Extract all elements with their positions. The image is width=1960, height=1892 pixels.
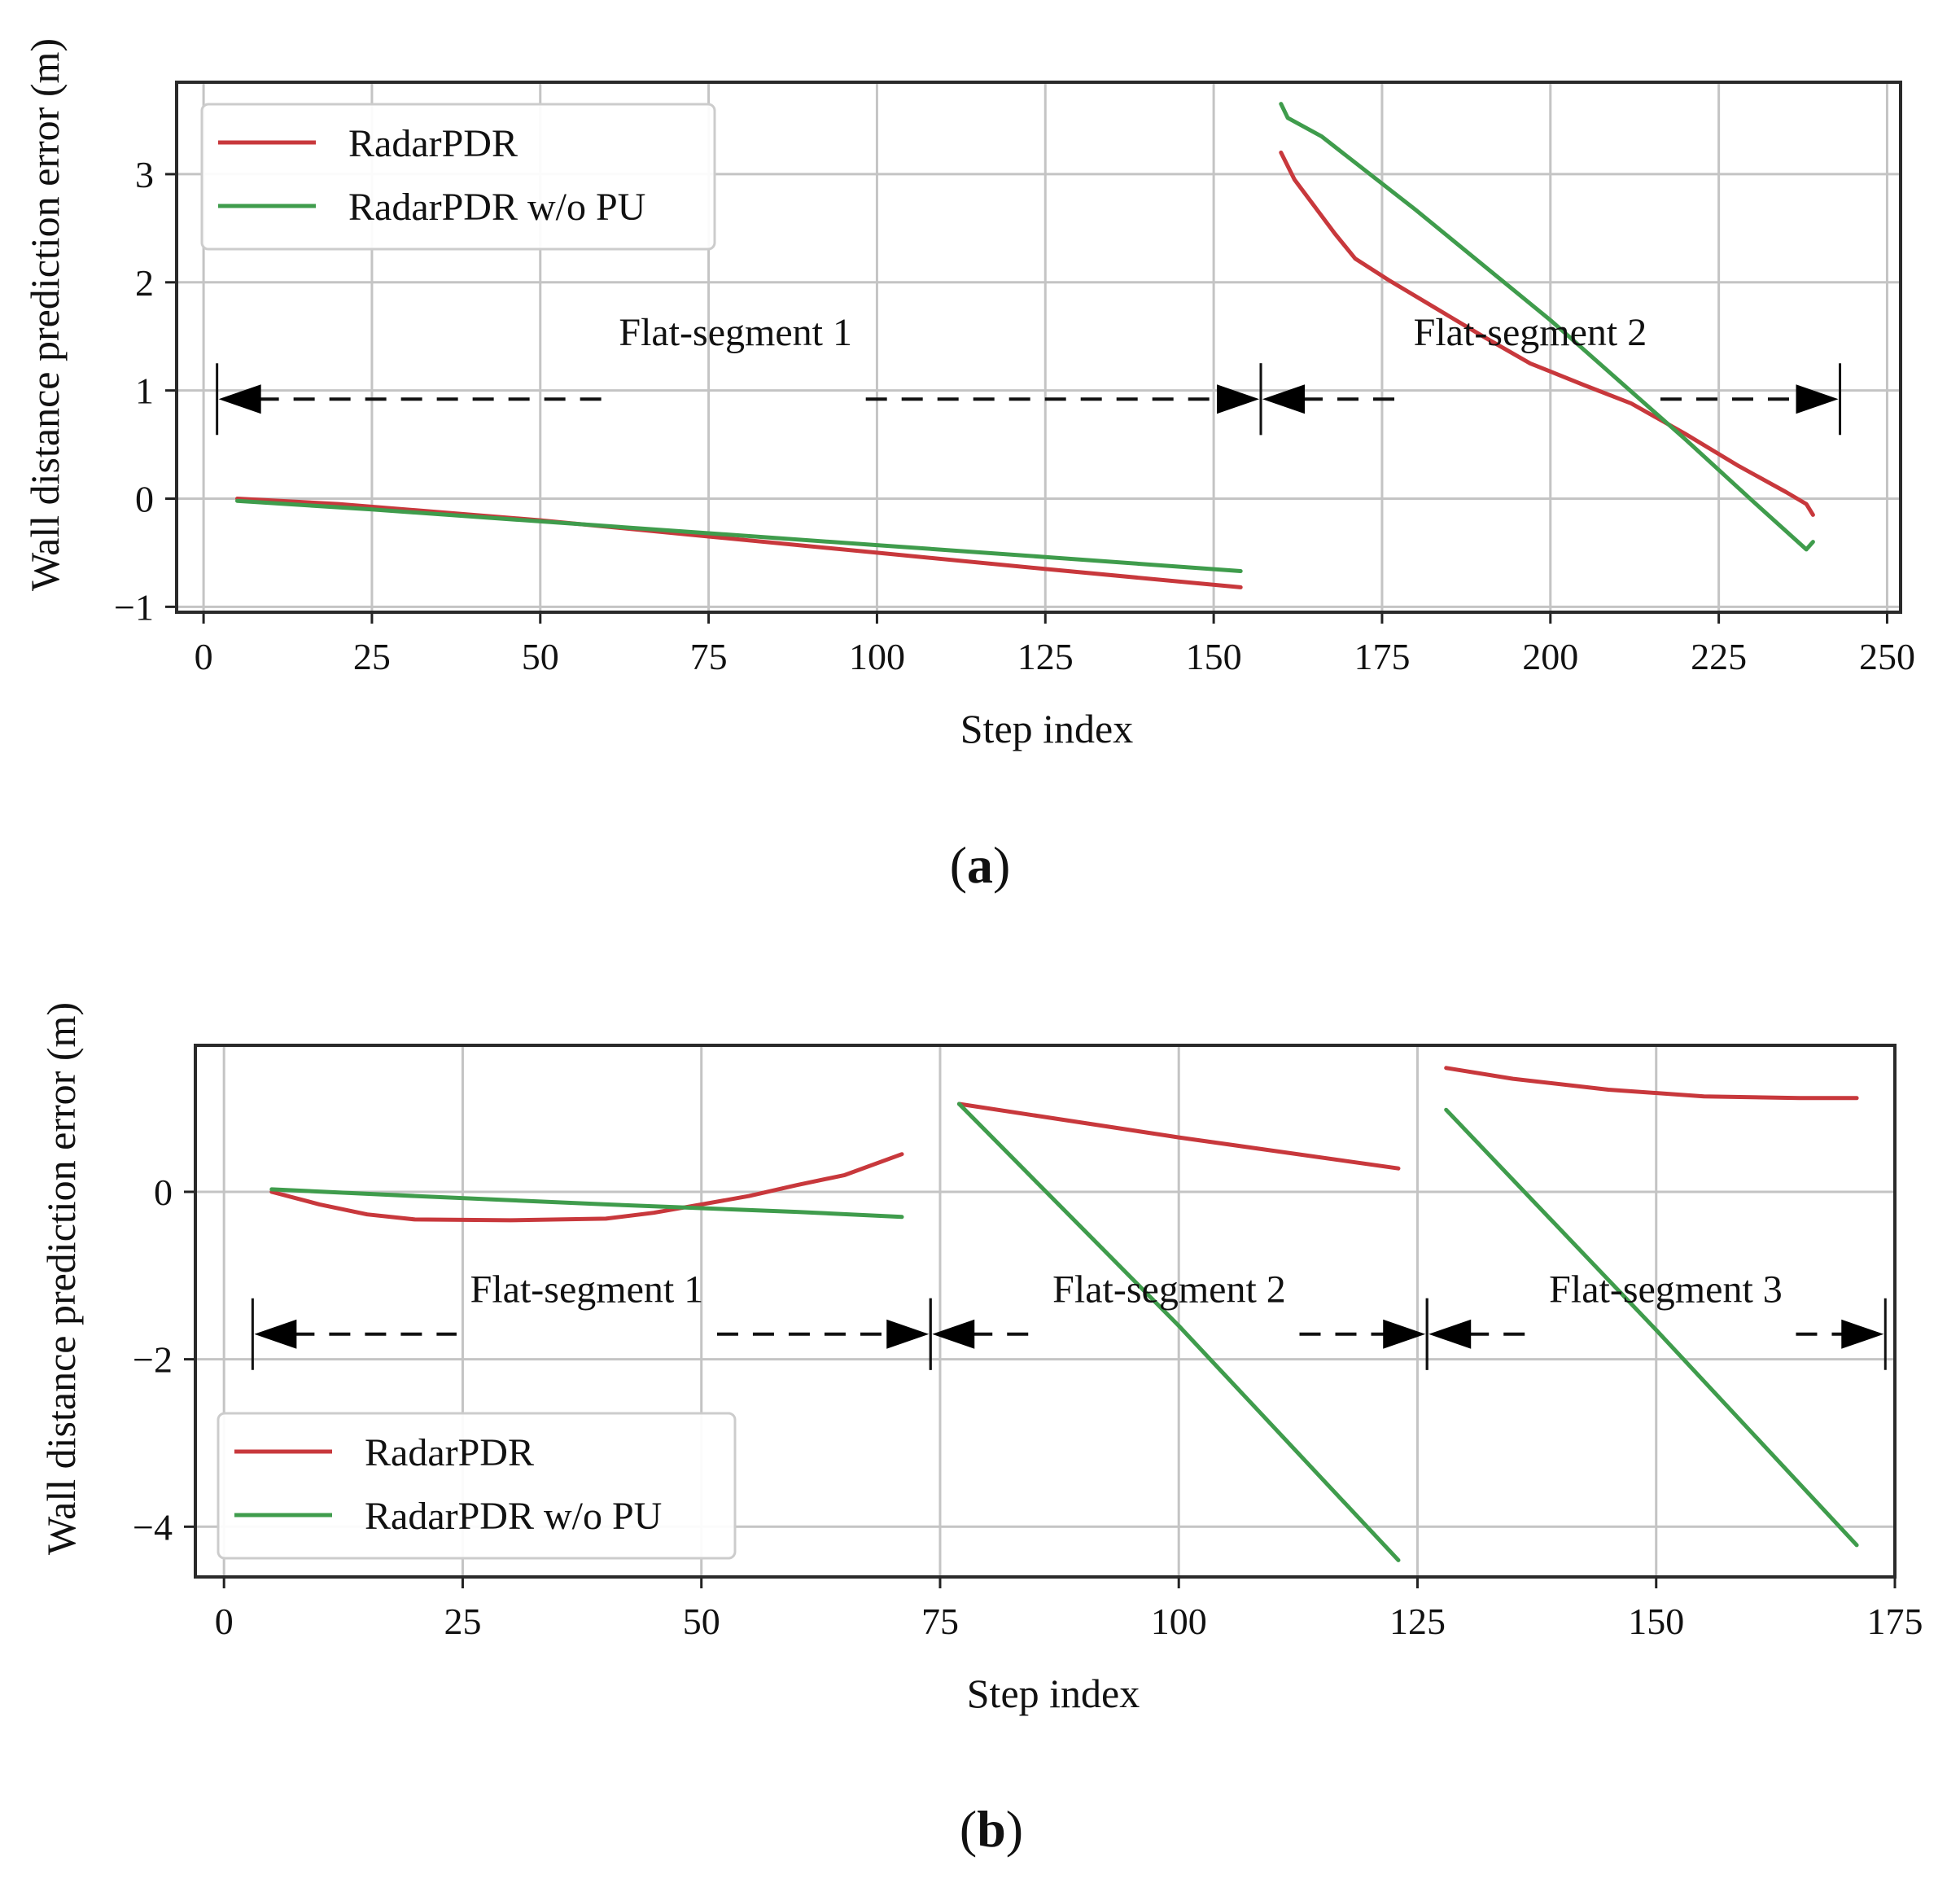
y-tick-label: 3	[135, 154, 154, 195]
x-tick-label: 25	[444, 1601, 481, 1642]
legend-box	[217, 1412, 737, 1560]
x-axis-label: Step index	[960, 706, 1133, 751]
x-tick-label: 175	[1354, 636, 1410, 677]
series-line	[1444, 1107, 1859, 1548]
x-tick-label: 200	[1522, 636, 1578, 677]
legend: RadarPDR RadarPDR w/o PU	[200, 103, 716, 251]
annotation-label: Flat-segment 1	[619, 311, 852, 354]
x-tick-label: 250	[1859, 636, 1915, 677]
legend: RadarPDR RadarPDR w/o PU	[217, 1412, 737, 1560]
y-tick-label: −4	[133, 1506, 173, 1548]
annotation-flat-segment-2: Flat-segment 2	[929, 1268, 1428, 1370]
series-radarpdr	[235, 150, 1815, 589]
caption-b: (b)	[959, 1800, 1024, 1858]
x-tick-label: 25	[353, 636, 391, 677]
annotation-flat-segment-3: Flat-segment 3	[1425, 1268, 1887, 1370]
x-axis-label: Step index	[967, 1671, 1140, 1716]
y-axis-label: Wall distance prediction error (m)	[22, 38, 68, 591]
x-tick-label: 0	[195, 636, 213, 677]
annotation-label: Flat-segment 2	[1052, 1268, 1286, 1312]
chart-b: 0 25 50 75 100 125 150 175 −4 −2 0 Step index Wall d…	[38, 1002, 1923, 1716]
annotation-flat-segment-1: Flat-segment 1	[216, 311, 1262, 436]
annotation-arrow-left	[1428, 1319, 1472, 1349]
y-tick-label: −1	[114, 586, 154, 628]
annotation-arrow-left	[218, 384, 261, 414]
x-tick-label: 50	[683, 1601, 720, 1642]
series-line	[269, 1187, 904, 1220]
y-tick-label: 2	[135, 262, 154, 304]
legend-label: RadarPDR	[348, 122, 518, 165]
series-line	[1444, 1066, 1859, 1101]
caption-a-label: a	[967, 836, 993, 894]
x-tick-label: 75	[690, 636, 728, 677]
x-tick-label: 100	[1151, 1601, 1207, 1642]
series-radarpdr-w-o-pu	[269, 1101, 1859, 1562]
x-tick-label: 150	[1186, 636, 1242, 677]
grid	[177, 82, 1901, 612]
x-tick-label: 0	[215, 1601, 234, 1642]
legend-label: RadarPDR w/o PU	[365, 1495, 662, 1538]
annotation-arrow-right	[1383, 1319, 1426, 1349]
annotation-label: Flat-segment 1	[470, 1268, 704, 1312]
x-tick-label: 100	[849, 636, 905, 677]
series-line	[1279, 102, 1815, 552]
series-radarpdr-w-o-pu	[235, 102, 1815, 573]
annotation-arrow-right	[886, 1319, 930, 1349]
annotation-flat-segment-2: Flat-segment 2	[1259, 311, 1842, 436]
legend-label: RadarPDR w/o PU	[348, 186, 645, 229]
plot-frame	[175, 81, 1902, 614]
x-tick-label: 150	[1628, 1601, 1684, 1642]
y-tick-label: −2	[133, 1339, 173, 1381]
series-line	[235, 497, 1243, 589]
caption-a: (a)	[949, 836, 1011, 894]
annotation-arrow-left	[932, 1319, 975, 1349]
x-tick-label: 175	[1867, 1601, 1923, 1642]
series-line	[956, 1101, 1401, 1171]
series-line	[1279, 150, 1815, 517]
caption-b-label: b	[977, 1800, 1006, 1858]
x-tick-label: 125	[1389, 1601, 1446, 1642]
annotation-label: Flat-segment 2	[1414, 311, 1647, 354]
series-radarpdr	[269, 1066, 1859, 1223]
series-line	[235, 498, 1243, 573]
annotation-label: Flat-segment 3	[1549, 1268, 1783, 1312]
chart-a: 0 25 50 75 100 125 150 175 200 225 250 −1 0 1 2 3 Step i…	[22, 38, 1915, 751]
annotation-arrow-right	[1841, 1319, 1884, 1349]
x-tick-label: 125	[1017, 636, 1074, 677]
x-tick-label: 75	[921, 1601, 959, 1642]
x-tick-label: 50	[522, 636, 559, 677]
series-line	[956, 1101, 1401, 1562]
y-tick-label: 1	[135, 370, 154, 412]
legend-label: RadarPDR	[365, 1431, 534, 1474]
plot-frame	[194, 1044, 1897, 1579]
y-tick-label: 0	[135, 479, 154, 520]
annotation-arrow-right	[1796, 384, 1839, 414]
series-line	[269, 1152, 904, 1223]
annotation-arrow-left	[1262, 384, 1306, 414]
legend-box	[200, 103, 716, 251]
y-tick-label: 0	[154, 1172, 173, 1213]
annotation-flat-segment-1: Flat-segment 1	[251, 1268, 932, 1370]
x-tick-label: 225	[1691, 636, 1747, 677]
annotation-arrow-right	[1217, 384, 1260, 414]
annotation-arrow-left	[254, 1319, 297, 1349]
y-axis-label: Wall distance prediction error (m)	[38, 1002, 84, 1555]
